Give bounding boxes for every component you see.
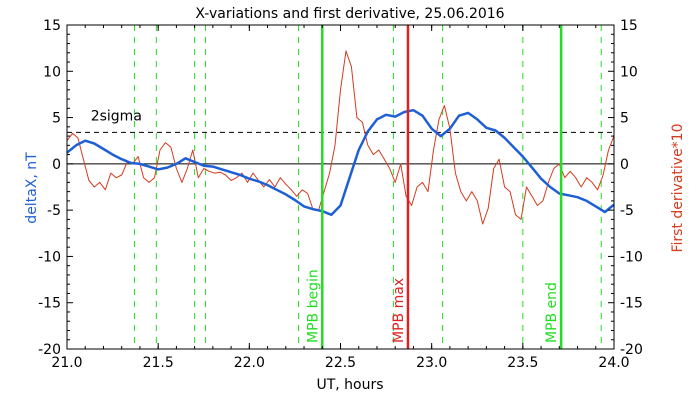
right-y-tick-label: -20 [620,342,643,358]
x-axis-label: UT, hours [316,377,383,393]
left-y-tick-label: 0 [52,157,61,173]
derivative-series-line [66,50,615,225]
mpb-marker-label: MPB begin [305,269,321,343]
x-tick-label: 22.5 [325,355,356,371]
mpb-markers: MPB begin MPB max MPB end [305,25,563,349]
deltax-series-line [66,108,615,217]
plot-frame [66,24,615,350]
right-y-tick-label: 0 [620,157,629,173]
x-tick-label: 23.5 [507,355,538,371]
left-y-axis-label: deltaX, nT [24,152,40,224]
x-tick-label: 21.5 [143,355,174,371]
x-tick-label: 22.0 [234,355,265,371]
right-y-tick-label: -15 [620,296,643,312]
left-y-tick-label: -5 [47,203,61,219]
mpb-marker-label: MPB max [391,278,407,343]
left-y-tick-label: 15 [43,18,61,34]
x-tick-label: 23.0 [416,355,447,371]
right-y-tick-label: 10 [620,64,638,80]
left-y-tick-label: -20 [38,342,61,358]
series-layer [66,50,615,225]
chart-title: X-variations and first derivative, 25.06… [195,6,504,22]
left-y-tick-label: 5 [52,111,61,127]
left-y-tick-label: -15 [38,296,61,312]
right-y-axis-label: First derivative*10 [670,123,686,252]
sigma-label: 2sigma [91,108,142,124]
right-y-tick-label: 15 [620,18,638,34]
x-tick-label: 21.0 [51,355,82,371]
right-y-tick-label: -10 [620,249,643,265]
left-y-tick-label: -10 [38,249,61,265]
left-y-tick-label: 10 [43,64,61,80]
plot-area: MPB begin MPB max MPB end [66,25,615,349]
mpb-marker-label: MPB end [544,282,560,343]
right-y-tick-label: 5 [620,111,629,127]
right-y-tick-label: -5 [620,203,634,219]
x-tick-label: 24.0 [598,355,629,371]
guide-lines [67,25,614,349]
